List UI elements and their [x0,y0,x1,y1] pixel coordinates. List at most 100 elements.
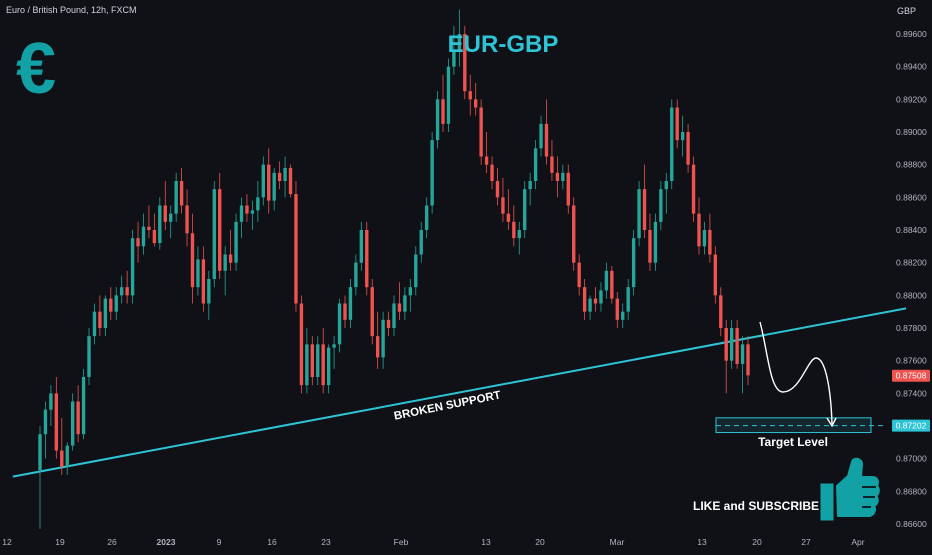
candle-body [114,295,118,312]
candle-body [163,205,167,222]
candle-body [174,181,178,214]
candle-body [659,189,663,222]
y-tick-label: 0.87600 [896,356,927,366]
candle-body [452,50,456,67]
candle-body [179,181,184,206]
euro-logo-icon: € [16,29,56,109]
currency-label: GBP [897,6,917,16]
x-tick-label: 23 [321,537,331,547]
candle-body [642,189,647,230]
y-tick-label: 0.87000 [896,454,927,464]
candle-body [381,319,385,358]
candle-body [506,213,511,222]
candle-body [670,107,674,181]
candle-body [430,140,434,206]
candle-body [348,287,353,320]
candle-body [354,262,358,288]
candle-body [299,303,304,386]
candle-body [239,205,244,222]
thumbs-up-icon [820,457,880,521]
candle-body [680,132,685,141]
candle-body [152,230,157,244]
projection-arrow [759,321,833,425]
candle-body [49,393,53,410]
candle-body [631,238,636,288]
candle-body [375,336,380,358]
candle-body [495,181,500,198]
candle-body [261,164,265,198]
trendline-layer [12,307,907,478]
candle-body [539,123,543,149]
x-tick-label: 19 [55,537,65,547]
candle-body [686,132,690,165]
x-tick-label: 27 [801,537,811,547]
x-tick-label: 9 [217,537,222,547]
candle-body [566,172,570,206]
candle-body [234,221,238,263]
y-tick-label: 0.89600 [896,29,927,39]
x-tick-label: Mar [610,537,625,547]
x-tick-label: Apr [851,537,864,547]
candle-body [196,259,200,288]
target-zone [715,417,872,434]
candle-body [713,254,718,296]
candle-body [582,287,587,312]
candle-body [708,230,712,255]
x-tick-label: 2023 [157,537,176,547]
candle-body [147,226,151,230]
candle-body [130,238,135,296]
candle-body [60,450,64,467]
candle-body [702,230,707,247]
candle-body [185,205,189,234]
support-trendline [12,307,907,478]
candle-body [517,230,521,239]
candle-body [267,164,271,201]
candle-body [729,328,734,361]
candle-body [561,172,565,181]
y-tick-label: 0.88600 [896,192,927,202]
candle-body [272,172,276,201]
candle-body [310,344,314,377]
candle-body [740,344,745,364]
candle-body [212,189,216,279]
candle-body [403,295,407,312]
candle-body [615,298,619,320]
candle-body [294,194,298,304]
candle-body [528,181,532,190]
candle-body [136,238,140,247]
x-tick-label: Feb [394,537,409,547]
candle-body [98,311,102,328]
candle-body [386,319,391,328]
candle-body [283,167,287,181]
candle-body [533,148,538,181]
candle-body [735,328,739,364]
candle-body [103,298,108,328]
candle-body [38,434,42,471]
candle-body [87,336,91,377]
candle-body [637,189,641,239]
candle-body [54,393,59,451]
x-tick-label: 13 [697,537,707,547]
y-tick-label: 0.89000 [896,127,927,137]
candle-body [125,287,129,296]
candle-body [479,107,483,157]
candle-body [65,445,69,467]
candle-body [250,210,255,214]
candle-body [626,287,630,312]
candle-body [228,254,233,263]
candle-body [435,99,440,141]
candle-body [109,298,113,312]
candle-body [359,230,364,263]
candle-body [70,401,75,446]
candle-body [512,221,516,239]
chart-title: EUR-GBP [448,31,559,58]
candle-body [392,303,396,328]
candle-body [256,197,260,211]
x-tick-label: 12 [2,537,12,547]
candle-body [675,107,679,141]
candle-body [697,213,701,247]
candle-body [550,156,554,173]
y-tick-label: 0.88400 [896,225,927,235]
